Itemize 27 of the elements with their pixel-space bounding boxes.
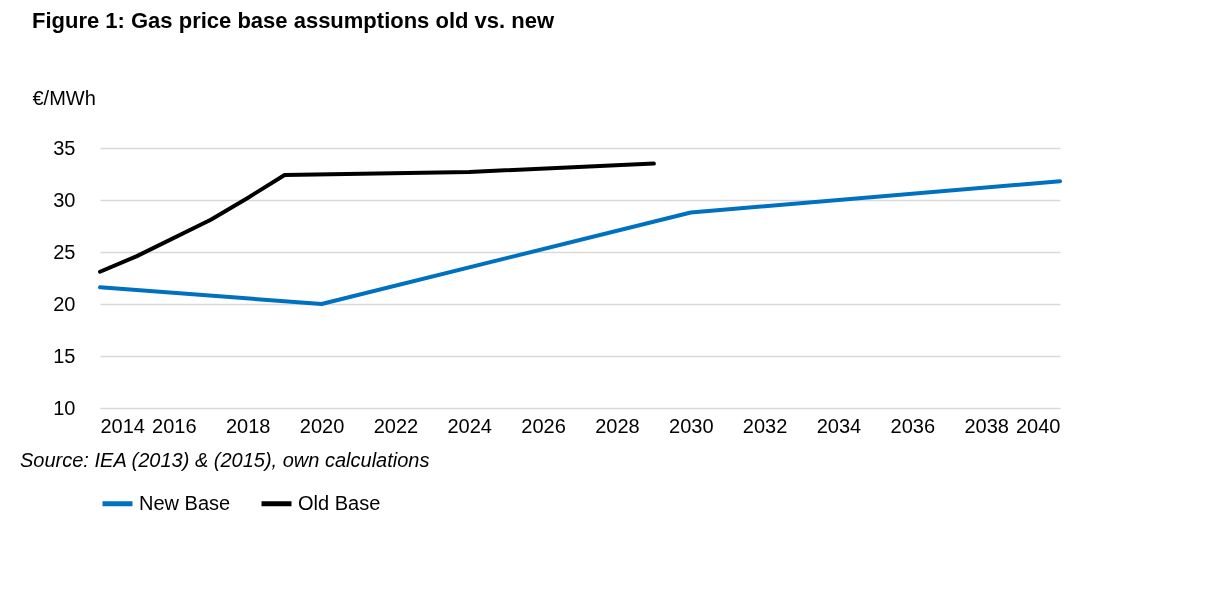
y-tick-label: 25: [53, 240, 76, 263]
x-tick-label: 2026: [521, 414, 566, 437]
x-tick-label: 2020: [299, 414, 345, 437]
y-tick-label: 15: [53, 344, 76, 367]
x-tick-label: 2014: [100, 414, 145, 437]
source-note: Source: IEA (2013) & (2015), own calculations: [20, 449, 430, 471]
x-tick-label: 2038: [964, 414, 1009, 437]
y-axis-title: €/MWh: [32, 86, 96, 109]
x-tick-label: 2016: [152, 414, 197, 437]
x-tick-label: 2036: [890, 414, 936, 437]
x-tick-label: 2022: [373, 414, 419, 437]
y-tick-label: 10: [53, 396, 76, 419]
x-tick-label: 2032: [742, 414, 788, 437]
y-tick-label: 30: [53, 188, 76, 211]
line-series: [98, 161, 656, 274]
x-tick-label: 2018: [225, 414, 271, 437]
chart-title: Figure 1: Gas price base assumptions old vs. new: [32, 8, 555, 33]
x-tick-label: 2028: [595, 414, 640, 437]
x-tick-label: 2030: [669, 414, 714, 437]
y-tick-label: 20: [53, 292, 76, 315]
x-tick-label: 2040: [1016, 414, 1061, 437]
line-series: [98, 179, 1062, 306]
y-tick-label: 35: [53, 136, 76, 159]
legend-label: Old Base: [298, 491, 381, 514]
x-tick-label: 2024: [447, 414, 492, 437]
x-tick-label: 2034: [816, 414, 862, 437]
legend-label: New Base: [139, 491, 231, 514]
